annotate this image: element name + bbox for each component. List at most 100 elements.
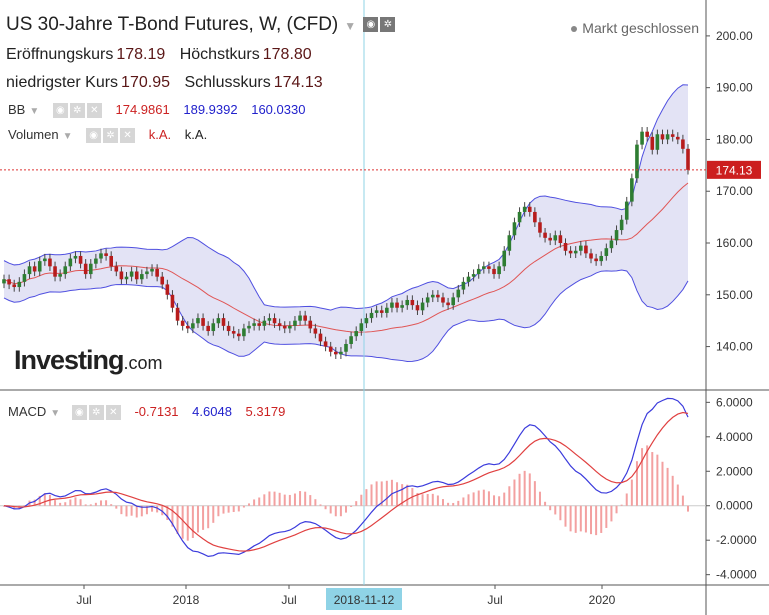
- macd-histogram-bar: [646, 445, 649, 506]
- macd-histogram-bar: [503, 492, 506, 506]
- candle-body: [145, 271, 149, 275]
- price-tick-label: 140.00: [716, 340, 753, 354]
- macd-histogram-bar: [528, 473, 531, 506]
- candle-body: [53, 266, 57, 277]
- macd-histogram-bar: [125, 505, 128, 517]
- macd-histogram-bar: [161, 505, 164, 516]
- high-label: Höchstkurs: [179, 46, 260, 63]
- macd-histogram-bar: [299, 491, 302, 506]
- macd-histogram-bar: [610, 505, 613, 522]
- candle-body: [451, 297, 455, 306]
- status-dot-icon: [571, 26, 578, 33]
- chevron-down-icon[interactable]: ▼: [29, 106, 40, 117]
- macd-histogram-bar: [375, 481, 378, 506]
- chart-title[interactable]: US 30-Jahre T-Bond Futures, W, (CFD) ▼ ◉ ✲: [6, 14, 396, 36]
- macd-tick-label: -4.0000: [716, 568, 757, 582]
- candle-body: [185, 325, 190, 329]
- candle-body: [579, 245, 583, 251]
- candle-body: [517, 211, 522, 223]
- volume-indicator-row[interactable]: Volumen ▼ ◉ ✲ ✕ k.A. k.A.: [8, 127, 207, 144]
- macd-histogram-bar: [13, 505, 16, 510]
- eye-icon[interactable]: ◉: [86, 128, 102, 144]
- chevron-down-icon[interactable]: ▼: [344, 19, 357, 33]
- macd-histogram-bar: [181, 505, 184, 539]
- macd-histogram-bar: [263, 494, 266, 506]
- low-label: niedrigster Kurs: [6, 74, 119, 91]
- macd-histogram-bar: [457, 500, 460, 506]
- gear-icon[interactable]: ✲: [88, 405, 104, 421]
- macd-value-3: 5.3179: [245, 404, 286, 419]
- candle-body: [272, 318, 277, 324]
- macd-histogram-bar: [533, 481, 536, 506]
- macd-histogram-bar: [436, 495, 439, 506]
- candle-body: [237, 333, 241, 337]
- candle-body: [568, 250, 573, 254]
- time-tick-label: Jul: [487, 593, 502, 607]
- candle-body: [226, 325, 231, 332]
- candle-body: [58, 274, 62, 277]
- macd-indicator-row[interactable]: MACD ▼ ◉ ✲ ✕ -0.7131 4.6048 5.3179: [8, 404, 286, 421]
- candle-body: [216, 318, 221, 324]
- candle-body: [303, 315, 307, 321]
- candle-body: [196, 318, 200, 324]
- investing-logo: Investing.com: [14, 345, 163, 375]
- bb-indicator-row[interactable]: BB ▼ ◉ ✲ ✕ 174.9861 189.9392 160.0330: [8, 102, 305, 119]
- candle-body: [415, 305, 420, 311]
- candle-body: [487, 266, 491, 269]
- chart-title-text: US 30-Jahre T-Bond Futures, W, (CFD): [6, 14, 339, 35]
- macd-histogram-bar: [681, 495, 684, 506]
- time-highlight-box: [326, 588, 402, 610]
- macd-tick-label: 0.0000: [716, 499, 753, 513]
- gear-icon[interactable]: ✲: [69, 103, 85, 119]
- candle-body: [262, 320, 267, 326]
- candle-body: [32, 266, 37, 272]
- macd-histogram-bar: [222, 505, 225, 514]
- low-value: 170.95: [121, 74, 170, 91]
- candle-body: [22, 274, 27, 282]
- macd-histogram-bar: [156, 505, 159, 513]
- close-icon[interactable]: ✕: [120, 128, 136, 144]
- macd-histogram-bar: [33, 499, 36, 506]
- candle-body: [604, 248, 609, 256]
- chevron-down-icon[interactable]: ▼: [62, 131, 73, 142]
- eye-icon[interactable]: ◉: [52, 103, 68, 119]
- candle-body: [323, 341, 328, 347]
- macd-histogram-bar: [472, 492, 475, 506]
- candle-body: [390, 302, 394, 308]
- macd-histogram-bar: [130, 505, 133, 516]
- chevron-down-icon[interactable]: ▼: [50, 408, 61, 419]
- eye-icon[interactable]: ◉: [71, 405, 87, 421]
- candle-body: [288, 325, 292, 329]
- candle-body: [231, 331, 236, 334]
- macd-value-2: 4.6048: [192, 404, 232, 419]
- price-tick-label: 170.00: [716, 184, 753, 198]
- candle-body: [27, 266, 32, 275]
- candle-body: [293, 320, 297, 326]
- macd-histogram-bar: [441, 499, 444, 506]
- candle-body: [17, 281, 22, 288]
- candle-body: [328, 346, 333, 352]
- bollinger-upper-line: [3, 84, 689, 311]
- gear-icon[interactable]: ✲: [380, 17, 396, 33]
- candle-body: [614, 230, 619, 241]
- price-tag-text: 174.13: [716, 163, 753, 177]
- time-tick-label: Jul: [76, 593, 91, 607]
- gear-icon[interactable]: ✲: [103, 128, 119, 144]
- close-icon[interactable]: ✕: [86, 103, 102, 119]
- open-label: Eröffnungskurs: [6, 46, 114, 63]
- macd-histogram-bar: [105, 500, 108, 506]
- candle-body: [471, 274, 476, 277]
- macd-histogram-bar: [385, 480, 388, 506]
- candle-body: [68, 258, 73, 267]
- macd-histogram-bar: [564, 505, 567, 527]
- candle-body: [48, 258, 52, 267]
- macd-histogram-bar: [523, 470, 526, 506]
- close-icon[interactable]: ✕: [105, 405, 121, 421]
- candle-body: [430, 294, 435, 298]
- macd-histogram-bar: [635, 461, 638, 506]
- candle-body: [37, 261, 42, 272]
- macd-tick-label: -2.0000: [716, 533, 757, 547]
- eye-icon[interactable]: ◉: [363, 17, 379, 33]
- macd-histogram-bar: [365, 489, 368, 506]
- candle-body: [119, 271, 124, 280]
